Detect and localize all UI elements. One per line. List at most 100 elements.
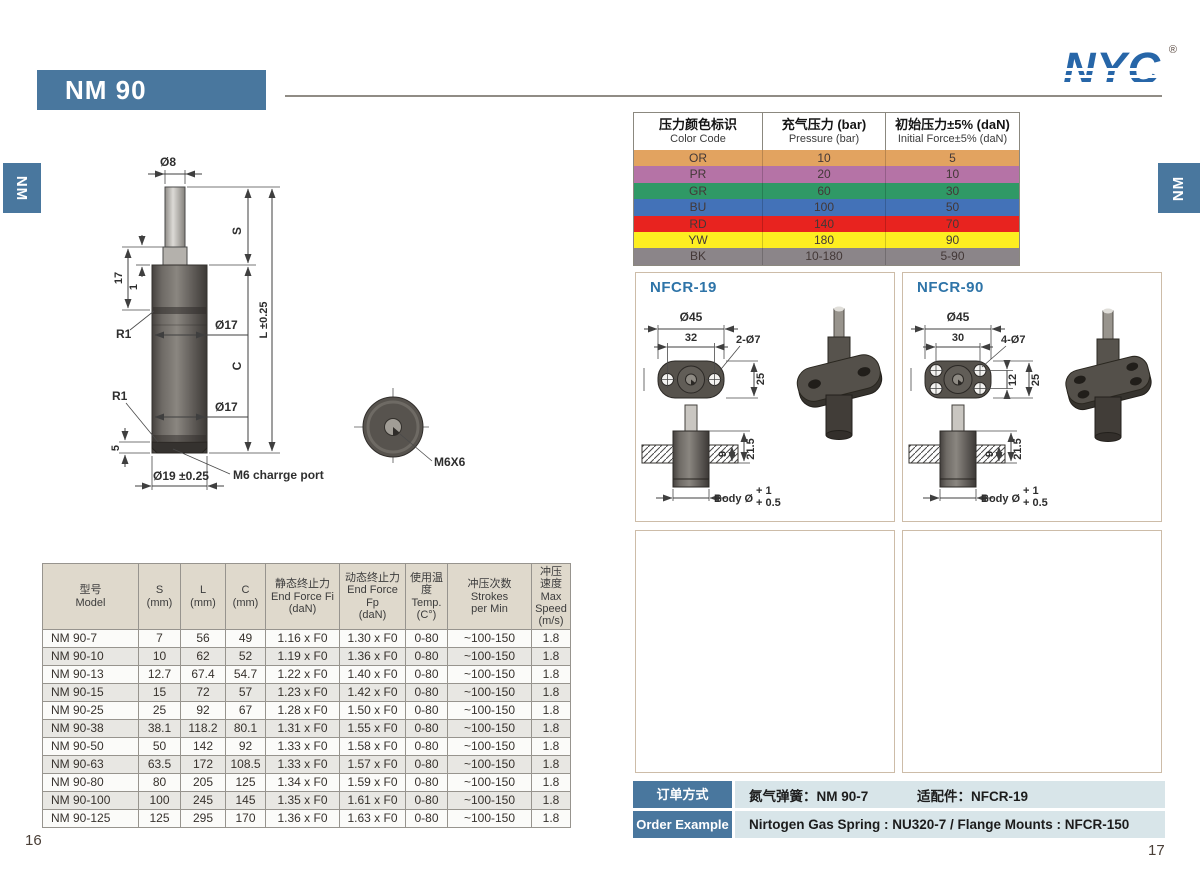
spec-header-line: 使用温度	[410, 572, 443, 597]
charge-port-label: M6 charrge port	[233, 468, 324, 482]
nfcr90-top-view	[910, 360, 992, 399]
dim-label-dia8: Ø8	[160, 155, 176, 169]
spec-header-line: 冲压次数	[467, 578, 512, 591]
spec-header-cell: 使用温度 Temp. (C°)	[405, 562, 448, 631]
spec-cell: 1.34 x F0	[265, 773, 340, 793]
color-table-header-cell: 初始压力±5% (daN) Initial Force±5% (daN)	[886, 113, 1019, 150]
color-row-yw: YW 180 90	[634, 231, 1019, 249]
color-row-gr: GR 60 30	[634, 182, 1019, 200]
spec-cell: 1.42 x F0	[339, 683, 406, 703]
dim-label-r1-lower: R1	[112, 389, 128, 403]
dim-label-l: L ±0.25	[258, 301, 270, 338]
spec-cell: 1.63 x F0	[339, 809, 406, 829]
nfcr19-dims: Ø45 32 2-Ø7 25	[644, 310, 767, 399]
color-cell: 10-180	[763, 248, 886, 265]
dim-17: 17	[113, 246, 163, 311]
spec-header-line: 速度	[540, 578, 562, 591]
spec-cell: 54.7	[225, 665, 266, 685]
dim-label-dia19: Ø19 ±0.25	[153, 469, 209, 483]
color-cell: 100	[763, 199, 886, 216]
body-groove-lower	[153, 435, 206, 441]
spec-cell: 0-80	[405, 809, 448, 829]
dim-label-9: 9	[717, 451, 729, 457]
order-example-row: Order Example Nirtogen Gas Spring : NU32…	[633, 811, 1165, 838]
spec-cell: 56	[180, 629, 226, 649]
spec-header-line: (mm)	[232, 596, 259, 609]
spec-cell: 1.59 x F0	[339, 773, 406, 793]
dim-dia17-lower: Ø17	[154, 400, 248, 421]
color-cell: 70	[945, 216, 960, 231]
dim-label-5: 5	[110, 445, 122, 451]
spec-cell: 0-80	[405, 701, 448, 721]
spec-cell: NM 90-125	[42, 809, 139, 829]
order-example-label: Order Example	[633, 811, 732, 838]
color-cell: 50	[945, 200, 960, 215]
color-cell: 60	[763, 182, 886, 200]
spec-cell: 1.8	[531, 647, 571, 667]
color-cell: RD	[634, 215, 763, 232]
spec-header-line: Strokes	[470, 590, 509, 603]
spec-cell: 0-80	[405, 665, 448, 685]
order-example-text: Nirtogen Gas Spring : NU320-7 / Flange M…	[749, 817, 1130, 832]
spec-header-line: 冲压	[540, 566, 562, 578]
spec-header-line: (m/s)	[538, 615, 564, 628]
spec-cell: NM 90-7	[42, 629, 139, 649]
spec-cell: 1.19 x F0	[265, 647, 340, 667]
empty-box-left	[635, 530, 895, 773]
spec-cell: ~100-150	[447, 701, 532, 721]
spec-cell: 1.35 x F0	[265, 791, 340, 811]
spec-cell: 172	[180, 755, 226, 775]
spec-row: NM 90-80 80 205 125 1.34 x F0 1.59 x F0 0-80 ~1…	[42, 773, 571, 793]
dim-label-span: 32	[685, 332, 697, 344]
spec-cell: 1.58 x F0	[339, 737, 406, 757]
spec-header-cell: 动态终止力 End Force Fp (daN)	[339, 562, 406, 631]
nfcr19-3d-view	[796, 306, 883, 440]
spec-row: NM 90-13 12.7 67.4 54.7 1.22 x F0 1.40 x F0 0-…	[42, 665, 571, 685]
spec-cell: NM 90-100	[42, 791, 139, 811]
spec-cell: 38.1	[138, 719, 181, 739]
spec-cell: 1.16 x F0	[265, 629, 340, 649]
color-table-body: OR 10 5 PR 20 10 GR 60 30 BU 100 50 RD 140 70 YW 180 90 BK…	[634, 150, 1019, 265]
color-row-pr: PR 20 10	[634, 166, 1019, 183]
spec-header-cell: 型号 Model	[42, 562, 139, 631]
dim-label-s: S	[230, 227, 244, 235]
spec-cell: 1.55 x F0	[339, 719, 406, 739]
spec-cell: 245	[180, 791, 226, 811]
dim-label-dia45: Ø45	[947, 310, 970, 324]
spec-header-line: Max	[540, 590, 562, 603]
empty-box-right	[902, 530, 1162, 773]
spec-header-cell: 冲压次数 Strokes per Min	[447, 562, 532, 631]
color-table-header-line: Initial Force±5% (daN)	[897, 133, 1008, 145]
spec-cell: 0-80	[405, 719, 448, 739]
dim-label-holes: 2-Ø7	[736, 334, 760, 346]
nfcr19-panel: NFCR-19 Ø45	[635, 272, 895, 522]
spec-header-cell: L (mm)	[180, 562, 226, 631]
callout-r1-lower: R1	[112, 389, 159, 443]
color-cell: BU	[634, 199, 763, 216]
brand-logo-stripes	[1063, 64, 1167, 86]
brand-logo: NYC ®	[1063, 44, 1183, 94]
spec-cell: 15	[138, 683, 181, 703]
spec-header-line: per Min	[471, 602, 508, 615]
dim-label-21-5: 21.5	[745, 438, 757, 459]
spec-row: NM 90-125 125 295 170 1.36 x F0 1.63 x F0 0-80…	[42, 809, 571, 829]
callout-r1-upper: R1	[116, 310, 155, 341]
spec-row: NM 90-50 50 142 92 1.33 x F0 1.58 x F0 0-80 ~10…	[42, 737, 571, 757]
spec-cell: 125	[138, 809, 181, 829]
spec-cell: 57	[225, 683, 266, 703]
color-table-header: 压力颜色标识 Color Code 充气压力 (bar) Pressure (bar)…	[634, 113, 1019, 150]
order-method-mount: 适配件：NFCR-19	[917, 788, 1029, 804]
dim-label-tol-upper: + 1	[756, 485, 772, 497]
dim-label-holes: 4-Ø7	[1001, 334, 1025, 346]
spec-header-line: (mm)	[146, 596, 173, 609]
spec-header-line: 静态终止力	[275, 578, 330, 591]
spec-cell: 108.5	[225, 755, 266, 775]
spec-cell: 1.57 x F0	[339, 755, 406, 775]
spec-cell: 170	[225, 809, 266, 829]
page-title: NM 90	[37, 70, 266, 110]
spec-cell: 52	[225, 647, 266, 667]
spec-cell: 295	[180, 809, 226, 829]
color-cell: 180	[763, 231, 886, 249]
spec-cell: ~100-150	[447, 809, 532, 829]
spec-header-line: Model	[75, 596, 106, 609]
